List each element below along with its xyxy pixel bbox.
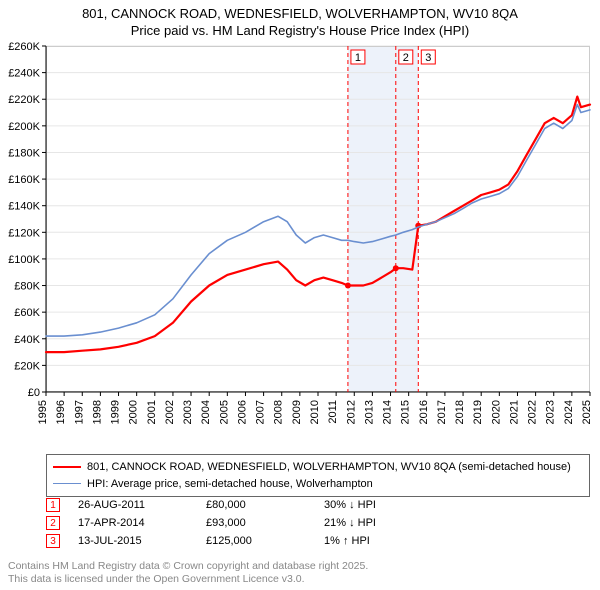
x-tick-label: 2022 xyxy=(527,400,539,424)
x-tick-label: 2000 xyxy=(128,400,140,424)
x-tick-label: 2017 xyxy=(436,400,448,424)
x-tick-label: 2002 xyxy=(164,400,176,424)
series-price-paid xyxy=(46,97,590,353)
x-tick-label: 1996 xyxy=(55,400,67,424)
legend-label: HPI: Average price, semi-detached house,… xyxy=(87,476,373,493)
x-tick-label: 1997 xyxy=(73,400,85,424)
event-marker-label: 3 xyxy=(425,52,431,64)
x-tick-label: 2020 xyxy=(490,400,502,424)
x-tick-label: 2006 xyxy=(236,400,248,424)
y-tick-label: £220K xyxy=(8,94,40,106)
x-tick-label: 2021 xyxy=(508,400,520,424)
x-tick-label: 2004 xyxy=(200,400,212,424)
x-tick-label: 2018 xyxy=(454,400,466,424)
event-row: 3 13-JUL-2015 £125,000 1% ↑ HPI xyxy=(46,534,590,548)
chart-svg: £0£20K£40K£60K£80K£100K£120K£140K£160K£1… xyxy=(46,46,590,426)
x-tick-label: 2007 xyxy=(255,400,267,424)
chart-area: £0£20K£40K£60K£80K£100K£120K£140K£160K£1… xyxy=(46,46,590,426)
footer-attribution: Contains HM Land Registry data © Crown c… xyxy=(8,560,368,586)
y-tick-label: £40K xyxy=(14,334,40,346)
x-tick-label: 2010 xyxy=(309,400,321,424)
title-subtitle: Price paid vs. HM Land Registry's House … xyxy=(0,23,600,40)
x-tick-label: 2016 xyxy=(418,400,430,424)
x-tick-label: 2013 xyxy=(363,400,375,424)
series-hpi xyxy=(46,105,590,337)
y-tick-label: £100K xyxy=(8,254,40,266)
y-tick-label: £180K xyxy=(8,147,40,159)
event-row: 2 17-APR-2014 £93,000 21% ↓ HPI xyxy=(46,516,590,530)
event-row-price: £125,000 xyxy=(206,535,306,547)
x-tick-label: 1998 xyxy=(91,400,103,424)
event-row-price: £80,000 xyxy=(206,499,306,511)
y-tick-label: £120K xyxy=(8,227,40,239)
shaded-band xyxy=(348,46,418,392)
x-tick-label: 1995 xyxy=(37,400,49,424)
x-tick-label: 2024 xyxy=(563,400,575,424)
y-tick-label: £160K xyxy=(8,174,40,186)
x-tick-label: 2025 xyxy=(581,400,593,424)
chart-container: 801, CANNOCK ROAD, WEDNESFIELD, WOLVERHA… xyxy=(0,0,600,590)
title-address: 801, CANNOCK ROAD, WEDNESFIELD, WOLVERHA… xyxy=(0,6,600,23)
y-tick-label: £200K xyxy=(8,121,40,133)
event-row: 1 26-AUG-2011 £80,000 30% ↓ HPI xyxy=(46,498,590,512)
y-tick-label: £140K xyxy=(8,201,40,213)
legend-row: 801, CANNOCK ROAD, WEDNESFIELD, WOLVERHA… xyxy=(53,459,583,476)
x-tick-label: 2023 xyxy=(545,400,557,424)
x-tick-label: 2012 xyxy=(345,400,357,424)
x-tick-label: 2008 xyxy=(273,400,285,424)
y-tick-label: £0 xyxy=(28,387,40,399)
x-tick-label: 2005 xyxy=(218,400,230,424)
events-table: 1 26-AUG-2011 £80,000 30% ↓ HPI 2 17-APR-2014… xyxy=(46,498,590,552)
y-tick-label: £260K xyxy=(8,41,40,53)
event-row-marker: 1 xyxy=(46,498,60,512)
event-row-price: £93,000 xyxy=(206,517,306,529)
event-row-date: 17-APR-2014 xyxy=(78,517,188,529)
event-row-delta: 30% ↓ HPI xyxy=(324,499,444,511)
y-tick-label: £80K xyxy=(14,281,40,293)
footer-line2: This data is licensed under the Open Gov… xyxy=(8,573,368,586)
x-tick-label: 2003 xyxy=(182,400,194,424)
event-marker-label: 1 xyxy=(355,52,361,64)
legend-swatch xyxy=(53,466,81,468)
event-row-delta: 1% ↑ HPI xyxy=(324,535,444,547)
y-tick-label: £60K xyxy=(14,307,40,319)
legend-row: HPI: Average price, semi-detached house,… xyxy=(53,476,583,493)
title-block: 801, CANNOCK ROAD, WEDNESFIELD, WOLVERHA… xyxy=(0,0,600,40)
y-tick-label: £20K xyxy=(14,360,40,372)
event-row-date: 13-JUL-2015 xyxy=(78,535,188,547)
x-tick-label: 1999 xyxy=(110,400,122,424)
x-tick-label: 2019 xyxy=(472,400,484,424)
footer-line1: Contains HM Land Registry data © Crown c… xyxy=(8,560,368,573)
x-tick-label: 2009 xyxy=(291,400,303,424)
x-tick-label: 2011 xyxy=(327,400,339,424)
x-tick-label: 2014 xyxy=(382,400,394,424)
event-row-marker: 3 xyxy=(46,534,60,548)
legend-swatch xyxy=(53,483,81,484)
event-row-delta: 21% ↓ HPI xyxy=(324,517,444,529)
y-tick-label: £240K xyxy=(8,68,40,80)
event-row-marker: 2 xyxy=(46,516,60,530)
legend-box: 801, CANNOCK ROAD, WEDNESFIELD, WOLVERHA… xyxy=(46,454,590,497)
x-tick-label: 2001 xyxy=(146,400,158,424)
event-marker-label: 2 xyxy=(403,52,409,64)
x-tick-label: 2015 xyxy=(400,400,412,424)
legend-label: 801, CANNOCK ROAD, WEDNESFIELD, WOLVERHA… xyxy=(87,459,571,476)
event-row-date: 26-AUG-2011 xyxy=(78,499,188,511)
